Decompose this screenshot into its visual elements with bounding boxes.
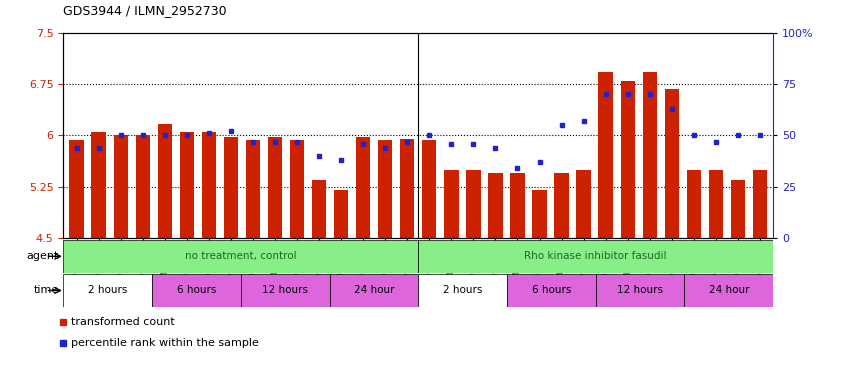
Bar [554,173,568,238]
Bar [598,72,612,238]
Bar [641,72,656,238]
Text: percentile rank within the sample: percentile rank within the sample [71,338,258,348]
Bar [752,170,766,238]
Text: 12 hours: 12 hours [262,285,308,296]
Bar [333,190,348,238]
Bar [63,274,152,307]
Bar [329,274,418,307]
Bar [510,173,524,238]
Bar [113,136,127,238]
Text: 2 hours: 2 hours [442,285,482,296]
Bar [158,124,171,238]
Bar [399,139,414,238]
Bar [422,140,436,238]
Bar [576,170,590,238]
Bar [686,170,701,238]
Bar [595,274,684,307]
Text: Rho kinase inhibitor fasudil: Rho kinase inhibitor fasudil [524,251,666,262]
Bar [180,132,194,238]
Text: 6 hours: 6 hours [176,285,216,296]
Bar [202,132,216,238]
Text: no treatment, control: no treatment, control [185,251,296,262]
Bar [224,137,238,238]
Text: GDS3944 / ILMN_2952730: GDS3944 / ILMN_2952730 [63,4,227,17]
Text: agent: agent [27,251,59,262]
Text: 24 hour: 24 hour [354,285,393,296]
Bar [418,274,506,307]
Text: 24 hour: 24 hour [708,285,748,296]
Bar [268,137,282,238]
Bar [664,89,678,238]
Bar [466,170,480,238]
Bar [152,274,241,307]
Bar [377,140,392,238]
Bar [91,132,106,238]
Text: 6 hours: 6 hours [531,285,571,296]
Bar [730,180,744,238]
Bar [418,240,772,273]
Bar [135,136,149,238]
Bar [246,140,260,238]
Bar [708,170,722,238]
Text: time: time [34,285,59,296]
Bar [355,137,370,238]
Bar [444,170,458,238]
Bar [63,240,418,273]
Bar [684,274,772,307]
Text: transformed count: transformed count [71,317,175,327]
Bar [289,140,304,238]
Bar [311,180,326,238]
Text: 2 hours: 2 hours [88,285,127,296]
Text: 12 hours: 12 hours [616,285,663,296]
Bar [506,274,595,307]
Bar [532,190,546,238]
Bar [619,81,634,238]
Bar [488,173,502,238]
Bar [69,140,84,238]
Bar [241,274,329,307]
